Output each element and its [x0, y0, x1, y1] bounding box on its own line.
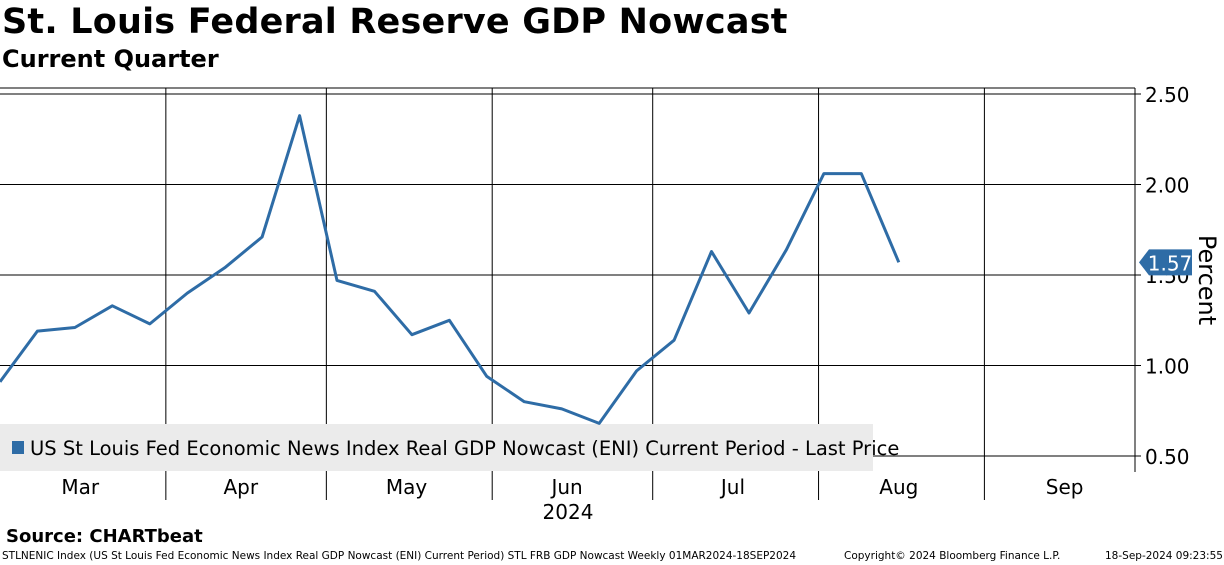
legend-swatch	[12, 441, 24, 454]
x-axis-year-label: 2024	[543, 500, 594, 524]
timestamp: 18-Sep-2024 09:23:55	[1105, 550, 1223, 562]
y-tick-label: 1.00	[1145, 355, 1190, 379]
y-axis-label: Percent	[1193, 235, 1221, 325]
series-line	[0, 114, 901, 425]
chart-subtitle: Current Quarter	[2, 45, 219, 73]
y-tick-label: 2.50	[1145, 83, 1190, 107]
source-note: Source: CHARTbeat	[6, 526, 203, 547]
legend-label: US St Louis Fed Economic News Index Real…	[30, 437, 899, 460]
last-value-label: 1.57	[1148, 251, 1193, 275]
x-tick-label: Apr	[223, 475, 258, 499]
legend-box	[0, 424, 873, 471]
last-value-badge	[1139, 249, 1192, 276]
y-tick-label: 0.50	[1145, 445, 1190, 469]
x-tick-label: Mar	[61, 475, 100, 499]
chart-title: St. Louis Federal Reserve GDP Nowcast	[2, 2, 788, 42]
y-tick-label: 2.00	[1145, 174, 1190, 198]
copyright-note: Copyright© 2024 Bloomberg Finance L.P.	[844, 550, 1061, 562]
x-tick-label: Jul	[719, 475, 745, 499]
x-tick-label: Aug	[879, 475, 918, 499]
x-tick-label: May	[386, 475, 428, 499]
ticker-description: STLNENIC Index (US St Louis Fed Economic…	[2, 550, 797, 562]
x-tick-label: Sep	[1046, 475, 1084, 499]
x-tick-label: Jun	[549, 475, 582, 499]
